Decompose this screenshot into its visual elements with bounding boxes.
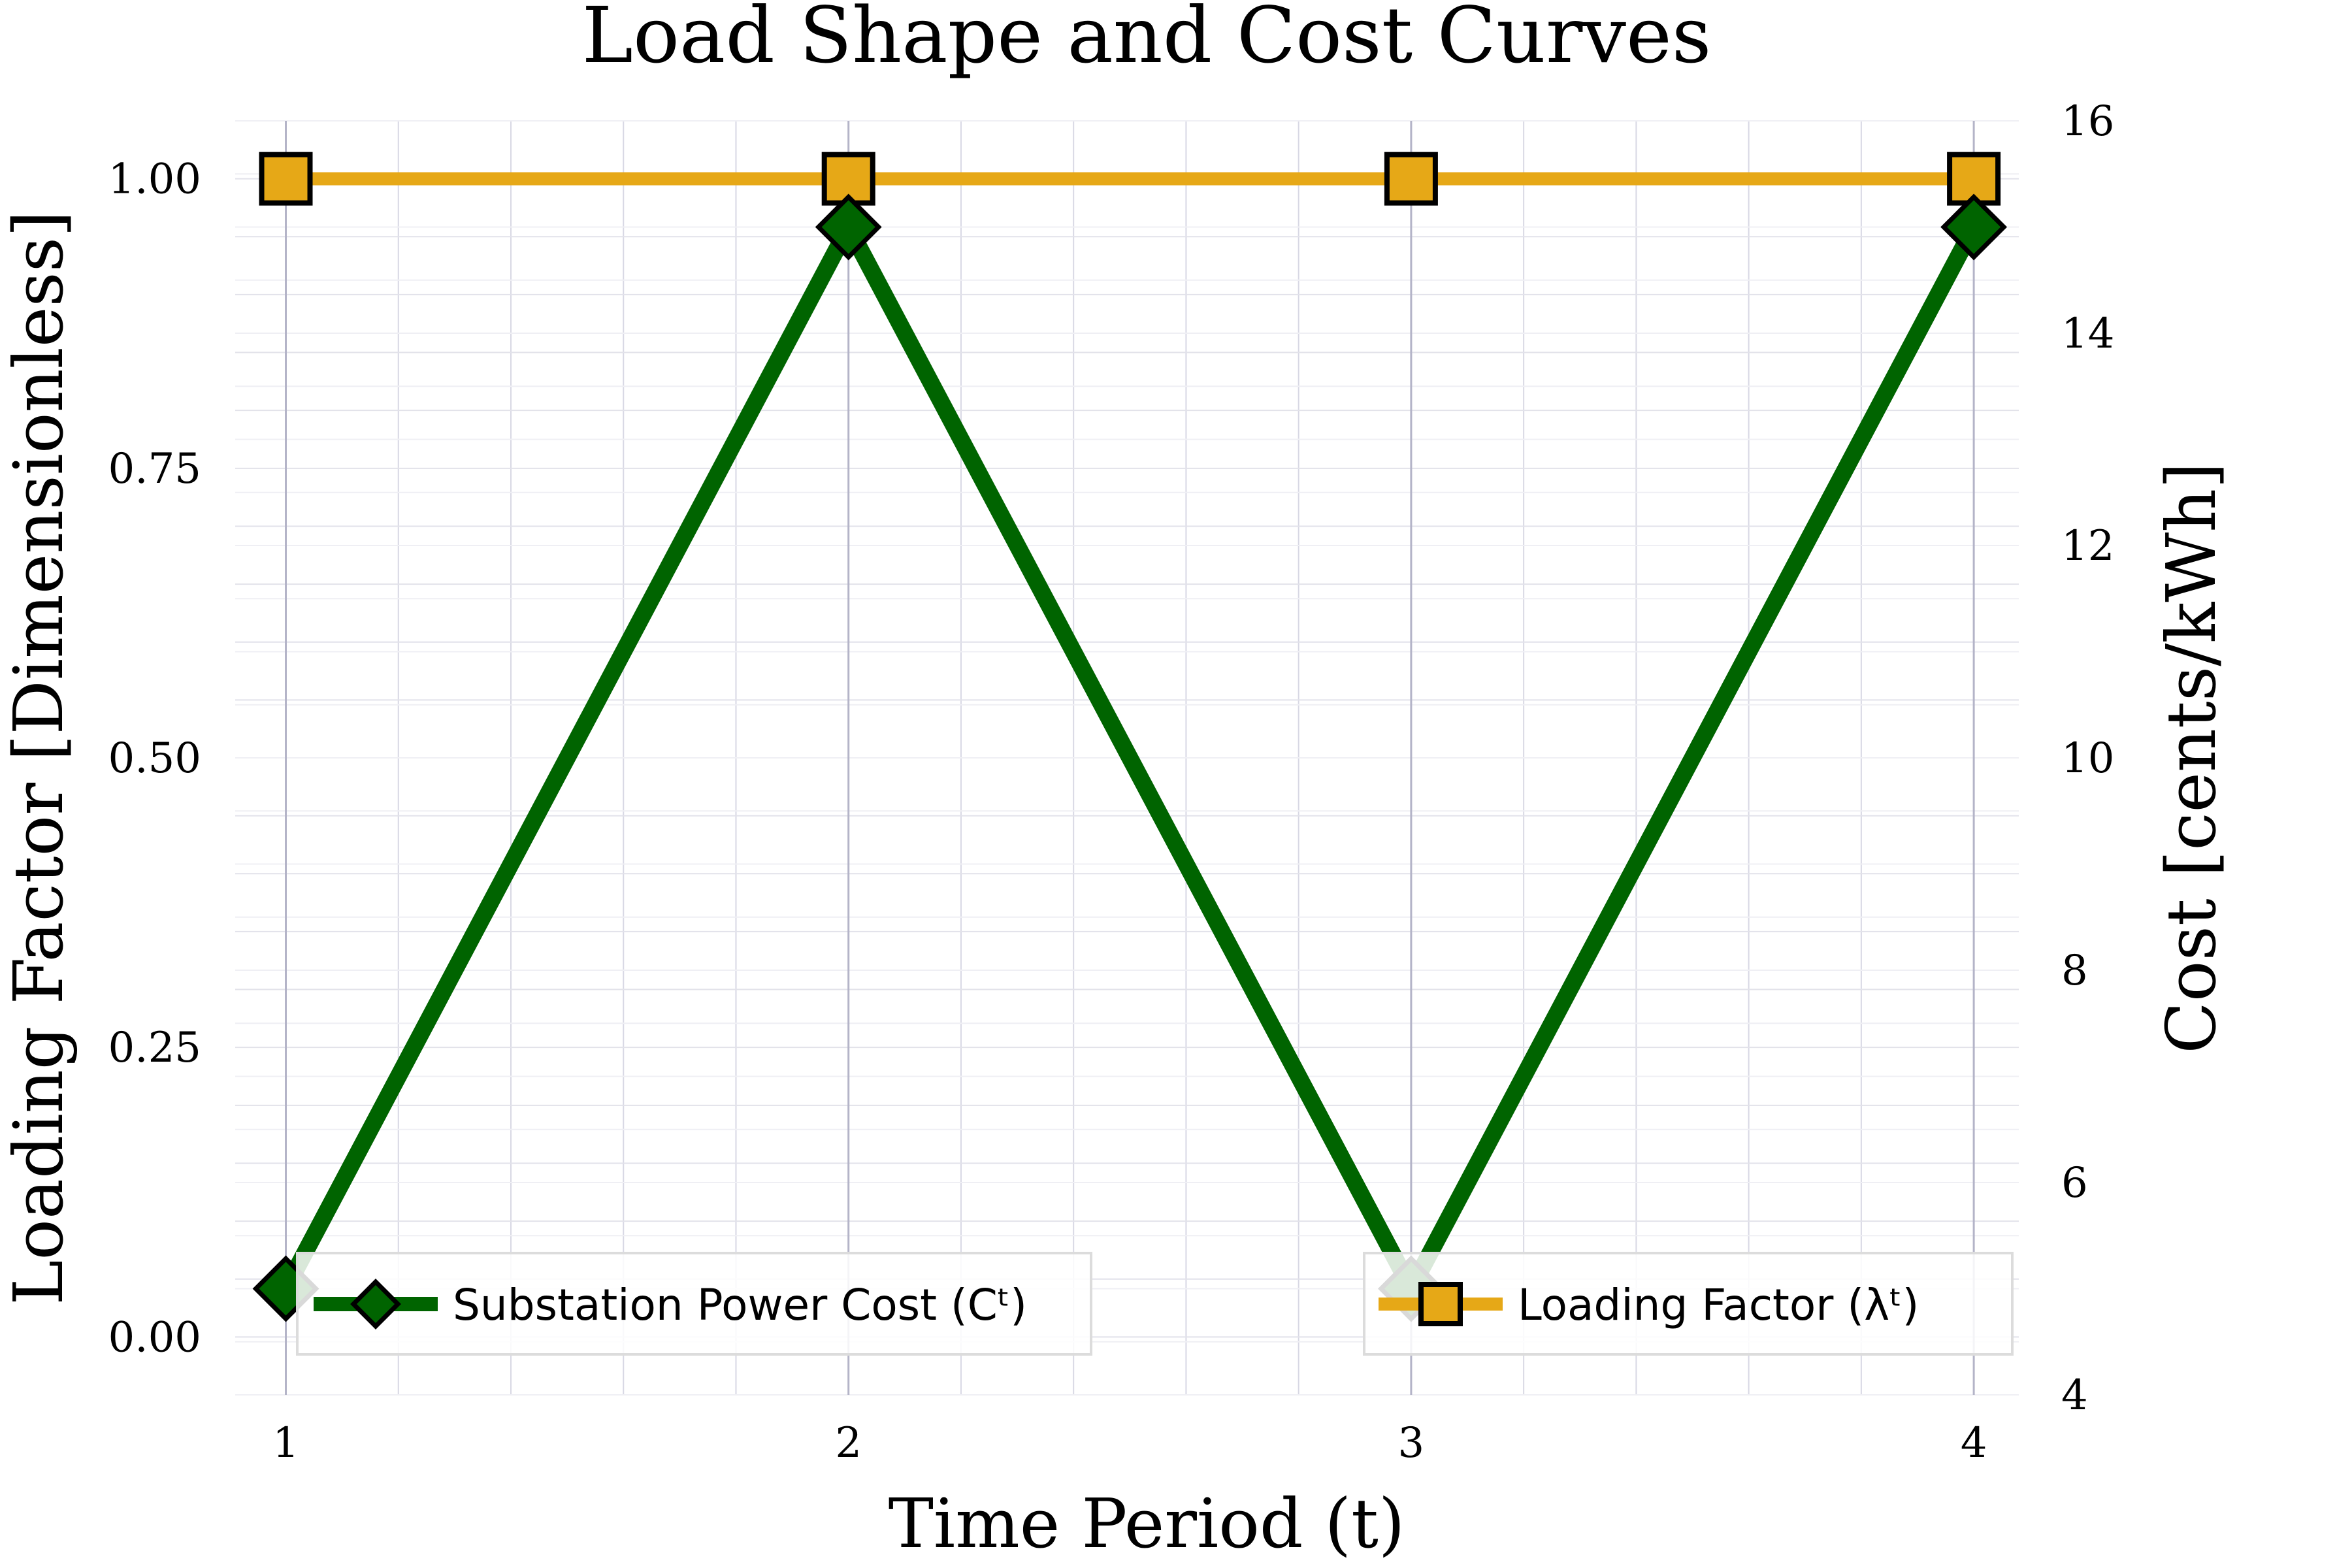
substation-cost-point <box>1940 193 2008 261</box>
loading-factor-point <box>1384 152 1438 206</box>
substation-cost-point <box>815 193 882 261</box>
left-tick-label: 0.50 <box>108 734 202 783</box>
right-tick-label: 6 <box>2061 1159 2088 1207</box>
right-tick-label: 16 <box>2061 97 2114 146</box>
left-axis-label: Loading Factor [Dimensionless] <box>0 210 78 1305</box>
left-tick-label: 0.00 <box>108 1313 202 1362</box>
left-tick-label: 1.00 <box>108 155 202 204</box>
x-tick-label: 4 <box>1961 1419 1987 1467</box>
left-tick-label: 0.75 <box>108 445 202 493</box>
legend-cost-label: Substation Power Cost (Cᵗ) <box>453 1280 1027 1330</box>
right-tick-label: 14 <box>2061 310 2114 358</box>
substation-cost-line <box>278 208 1982 1307</box>
x-tick-label: 2 <box>835 1419 862 1467</box>
legend-layer: Substation Power Cost (Cᵗ) Loading Factor… <box>296 1252 2014 1356</box>
right-axis-label: Cost [cents/kWh] <box>2151 462 2231 1053</box>
loading-factor-point <box>1947 152 2001 206</box>
right-tick-label: 12 <box>2061 522 2114 570</box>
right-tick-label: 4 <box>2061 1371 2088 1420</box>
x-tick-label: 1 <box>272 1419 299 1467</box>
major-grid <box>285 121 1975 1395</box>
series-layer <box>252 152 2008 1322</box>
right-tick-label: 10 <box>2061 734 2114 783</box>
right-tick-label: 8 <box>2061 947 2088 995</box>
legend-loading-factor-marker <box>1418 1282 1463 1326</box>
left-tick-label: 0.25 <box>108 1024 202 1072</box>
legend-loading-factor-label: Loading Factor (λᵗ) <box>1518 1280 1919 1330</box>
x-tick-label: 3 <box>1398 1419 1425 1467</box>
minor-grid <box>235 120 2019 1396</box>
x-axis-label: Time Period (t) <box>889 1484 1405 1563</box>
loading-factor-point <box>259 152 313 206</box>
chart-title: Load Shape and Cost Curves <box>582 0 1712 80</box>
legend-cost-marker <box>350 1279 401 1330</box>
